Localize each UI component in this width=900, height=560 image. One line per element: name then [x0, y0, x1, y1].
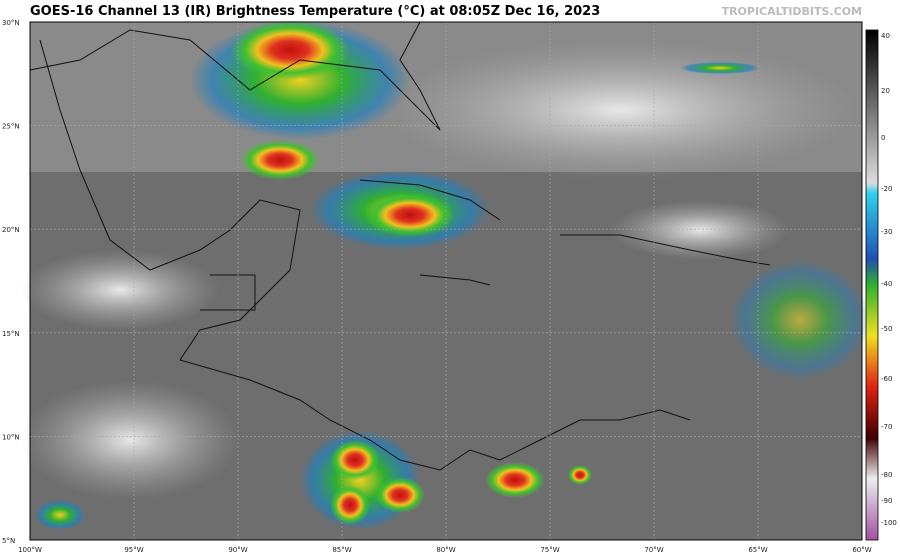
lon-label: 70°W — [644, 546, 663, 554]
colorbar-label: -90 — [881, 497, 892, 505]
map-frame — [29, 21, 863, 541]
satellite-image — [20, 20, 870, 540]
lon-label: 85°W — [332, 546, 351, 554]
colorbar-label: 40 — [881, 32, 890, 40]
lon-label: 75°W — [540, 546, 559, 554]
lon-label: 100°W — [18, 546, 42, 554]
lat-label: 25°N — [2, 123, 20, 131]
watermark: TROPICALTIDBITS.COM — [722, 5, 862, 18]
colorbar-label: -70 — [881, 423, 892, 431]
lon-label: 80°W — [436, 546, 455, 554]
colorbar-label: -30 — [881, 228, 892, 236]
colorbar-label: -60 — [881, 375, 892, 383]
colorbar-label: 20 — [881, 87, 890, 95]
lat-label: 10°N — [2, 433, 20, 441]
colorbar-label: -40 — [881, 280, 892, 288]
lat-label: 20°N — [2, 226, 20, 234]
lon-label: 95°W — [124, 546, 143, 554]
colorbar-label: 0 — [881, 134, 885, 142]
colorbar-label: -20 — [881, 185, 892, 193]
title: GOES-16 Channel 13 (IR) Brightness Tempe… — [30, 4, 600, 19]
colorbar-label: -50 — [881, 325, 892, 333]
lon-label: 65°W — [748, 546, 767, 554]
colorbar — [865, 29, 879, 541]
colorbar-label: -100 — [881, 519, 897, 527]
coastlines — [29, 21, 771, 471]
lon-label: 60°W — [852, 546, 871, 554]
lon-label: 90°W — [228, 546, 247, 554]
graticule — [30, 22, 862, 540]
lat-label: 15°N — [2, 330, 20, 338]
lat-label: 30°N — [2, 19, 20, 27]
colorbar-label: -80 — [881, 471, 892, 479]
lat-label: 5°N — [2, 537, 15, 545]
